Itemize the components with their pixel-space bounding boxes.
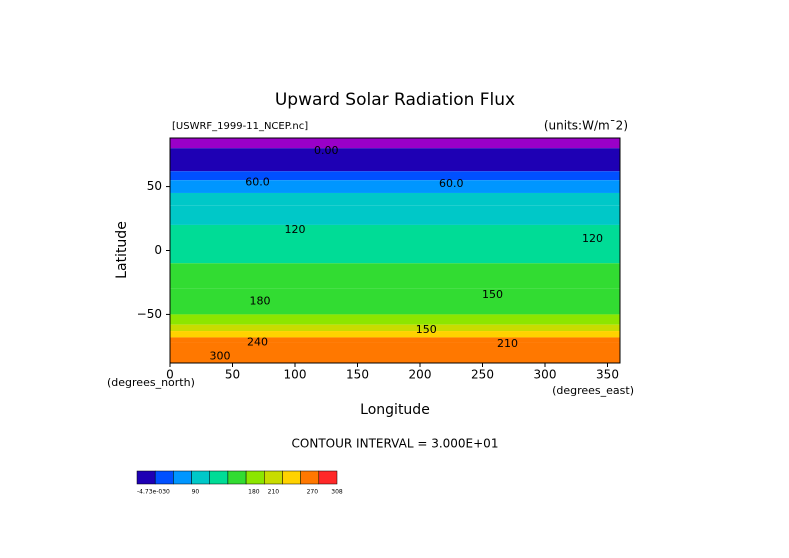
contour-band bbox=[170, 342, 620, 363]
contour-band bbox=[170, 331, 620, 338]
y-tick-label: 50 bbox=[147, 179, 162, 193]
x-tick-label: 200 bbox=[409, 368, 432, 382]
units: (units:W/m¯2) bbox=[544, 119, 628, 133]
x-tick-label: 150 bbox=[346, 368, 369, 382]
contour-label: 120 bbox=[582, 232, 603, 245]
contour-label: 120 bbox=[285, 223, 306, 236]
colorbar-label: 90 bbox=[192, 489, 200, 496]
colorbar-label: 308 bbox=[331, 489, 343, 496]
x-tick-label: 350 bbox=[596, 368, 619, 382]
contour-band bbox=[170, 205, 620, 225]
chart-title: Upward Solar Radiation Flux bbox=[275, 90, 515, 110]
contour-label: 240 bbox=[247, 336, 268, 349]
colorbar-label: 210 bbox=[268, 489, 280, 496]
contour-band bbox=[170, 324, 620, 332]
contour-band bbox=[170, 224, 620, 264]
colorbar-swatch bbox=[154, 470, 174, 485]
x-unit: (degrees_east) bbox=[552, 384, 634, 397]
contour-band bbox=[170, 138, 620, 149]
colorbar-swatch bbox=[245, 470, 265, 485]
colorbar-label: 180 bbox=[248, 489, 260, 496]
y-unit: (degrees_north) bbox=[107, 376, 195, 389]
contour-label: 210 bbox=[497, 337, 518, 350]
y-axis-label: Latitude bbox=[114, 221, 130, 279]
contour-label: 150 bbox=[416, 323, 437, 336]
colorbar-swatch bbox=[136, 470, 156, 485]
contour-label: 0.00 bbox=[314, 144, 339, 157]
contour-band bbox=[170, 171, 620, 181]
colorbar-swatch bbox=[191, 470, 210, 485]
colorbar-swatch bbox=[282, 470, 301, 485]
contour-label: 300 bbox=[210, 350, 231, 363]
contour-band bbox=[170, 314, 620, 325]
colorbar-swatch bbox=[264, 470, 283, 485]
note: CONTOUR INTERVAL = 3.000E+01 bbox=[292, 437, 499, 451]
y-tick-label: −50 bbox=[137, 307, 162, 321]
contour-band bbox=[170, 192, 620, 206]
contour-band bbox=[170, 263, 620, 289]
contour-label: 60.0 bbox=[439, 177, 464, 190]
colorbar-swatch bbox=[227, 470, 247, 485]
contour-band bbox=[170, 288, 620, 315]
contour-band bbox=[170, 337, 620, 343]
colorbar-label: 270 bbox=[307, 489, 319, 496]
x-tick-label: 0 bbox=[166, 368, 174, 382]
subtitle: [USWRF_1999-11_NCEP.nc] bbox=[172, 121, 308, 132]
x-tick-label: 250 bbox=[471, 368, 494, 382]
contour-label: 150 bbox=[482, 288, 503, 301]
colorbar-label: -4.73e-030 bbox=[137, 489, 170, 496]
x-tick-label: 100 bbox=[284, 368, 307, 382]
colorbar-swatch bbox=[300, 470, 320, 485]
contour-band bbox=[170, 180, 620, 193]
x-tick-label: 50 bbox=[225, 368, 240, 382]
colorbar-swatch bbox=[209, 470, 229, 485]
contour-band bbox=[170, 148, 620, 172]
x-tick-label: 300 bbox=[534, 368, 557, 382]
contour-label: 180 bbox=[250, 295, 271, 308]
colorbar-swatch bbox=[173, 470, 192, 485]
colorbar-swatch bbox=[318, 470, 338, 485]
contour-label: 60.0 bbox=[245, 176, 270, 189]
x-axis-label: Longitude bbox=[360, 402, 430, 418]
y-tick-label: 0 bbox=[154, 243, 162, 257]
